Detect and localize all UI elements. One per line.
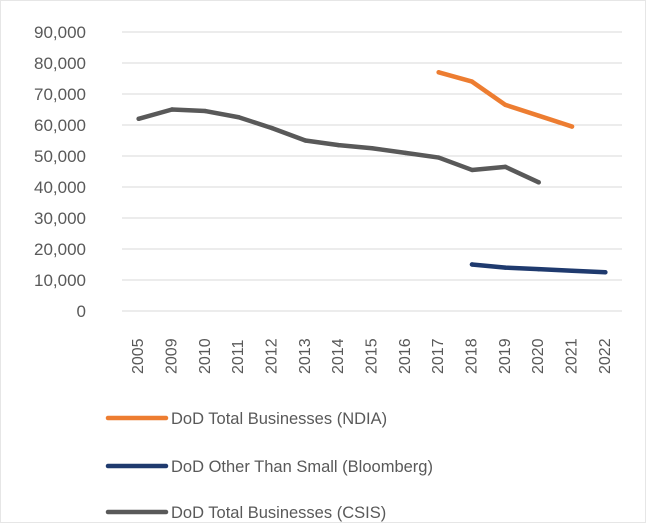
data-point [403,150,408,156]
legend-label: DoD Total Businesses (CSIS) [171,504,386,522]
legend-item: DoD Total Businesses (NDIA) [105,410,387,428]
y-tick-label: 90,000 [34,23,86,42]
data-point [436,70,441,75]
data-point [336,142,341,148]
data-point [536,113,541,118]
legend-item: DoD Total Businesses (CSIS) [105,504,386,522]
legend: DoD Total Businesses (NDIA) DoD Other Tha… [105,410,433,522]
x-axis-tick-labels: 2005 2009 2010 2011 2012 2013 2014 2015 2016 2017… [130,338,614,374]
y-axis-tick-labels: 0 10,000 20,000 30,000 40,000 50,000 60,000 70,… [34,23,86,321]
series-line [436,70,575,129]
series-1 [436,70,575,129]
x-tick-label: 2015 [364,338,381,374]
series-3 [136,107,541,185]
y-tick-label: 10,000 [34,271,86,290]
x-tick-label: 2012 [264,338,281,374]
data-point [236,115,241,120]
x-tick-label: 2016 [397,338,414,374]
data-point [503,164,508,170]
data-point [369,146,375,151]
y-tick-label: 20,000 [34,240,86,259]
data-point [503,265,508,270]
data-point [469,167,475,173]
x-tick-label: 2011 [230,339,247,374]
x-tick-label: 2014 [330,338,347,374]
x-tick-label: 2013 [297,338,314,374]
x-tick-label: 2018 [464,338,481,374]
data-point [536,180,541,185]
x-tick-label: 2005 [130,338,147,374]
data-point [169,107,175,112]
y-tick-label: 70,000 [34,85,86,104]
data-point [436,155,441,160]
x-tick-label: 2020 [530,338,547,374]
x-tick-label: 2010 [197,338,214,374]
x-tick-label: 2019 [497,338,514,374]
y-tick-label: 40,000 [34,178,86,197]
data-point [569,268,575,273]
series-2 [469,262,608,275]
data-point [136,116,141,122]
data-point [469,262,475,267]
data-point [536,266,541,272]
data-point [503,102,508,108]
x-tick-label: 2017 [430,338,447,374]
data-point [303,138,308,143]
x-tick-label: 2021 [564,338,581,374]
legend-label: DoD Other Than Small (Bloomberg) [171,458,433,476]
series-lines [136,70,608,275]
data-point [269,125,275,131]
data-point [469,79,475,84]
data-point [203,108,208,114]
y-tick-label: 0 [77,302,86,321]
legend-label: DoD Total Businesses (NDIA) [171,410,387,428]
legend-item: DoD Other Than Small (Bloomberg) [105,458,433,476]
y-tick-label: 60,000 [34,116,86,135]
x-tick-label: 2022 [597,338,614,374]
y-tick-label: 30,000 [34,209,86,228]
x-tick-label: 2009 [164,338,181,374]
y-tick-label: 50,000 [34,147,86,166]
gridlines [122,31,622,312]
data-point [569,124,575,129]
y-tick-label: 80,000 [34,54,86,73]
data-point [603,270,608,275]
